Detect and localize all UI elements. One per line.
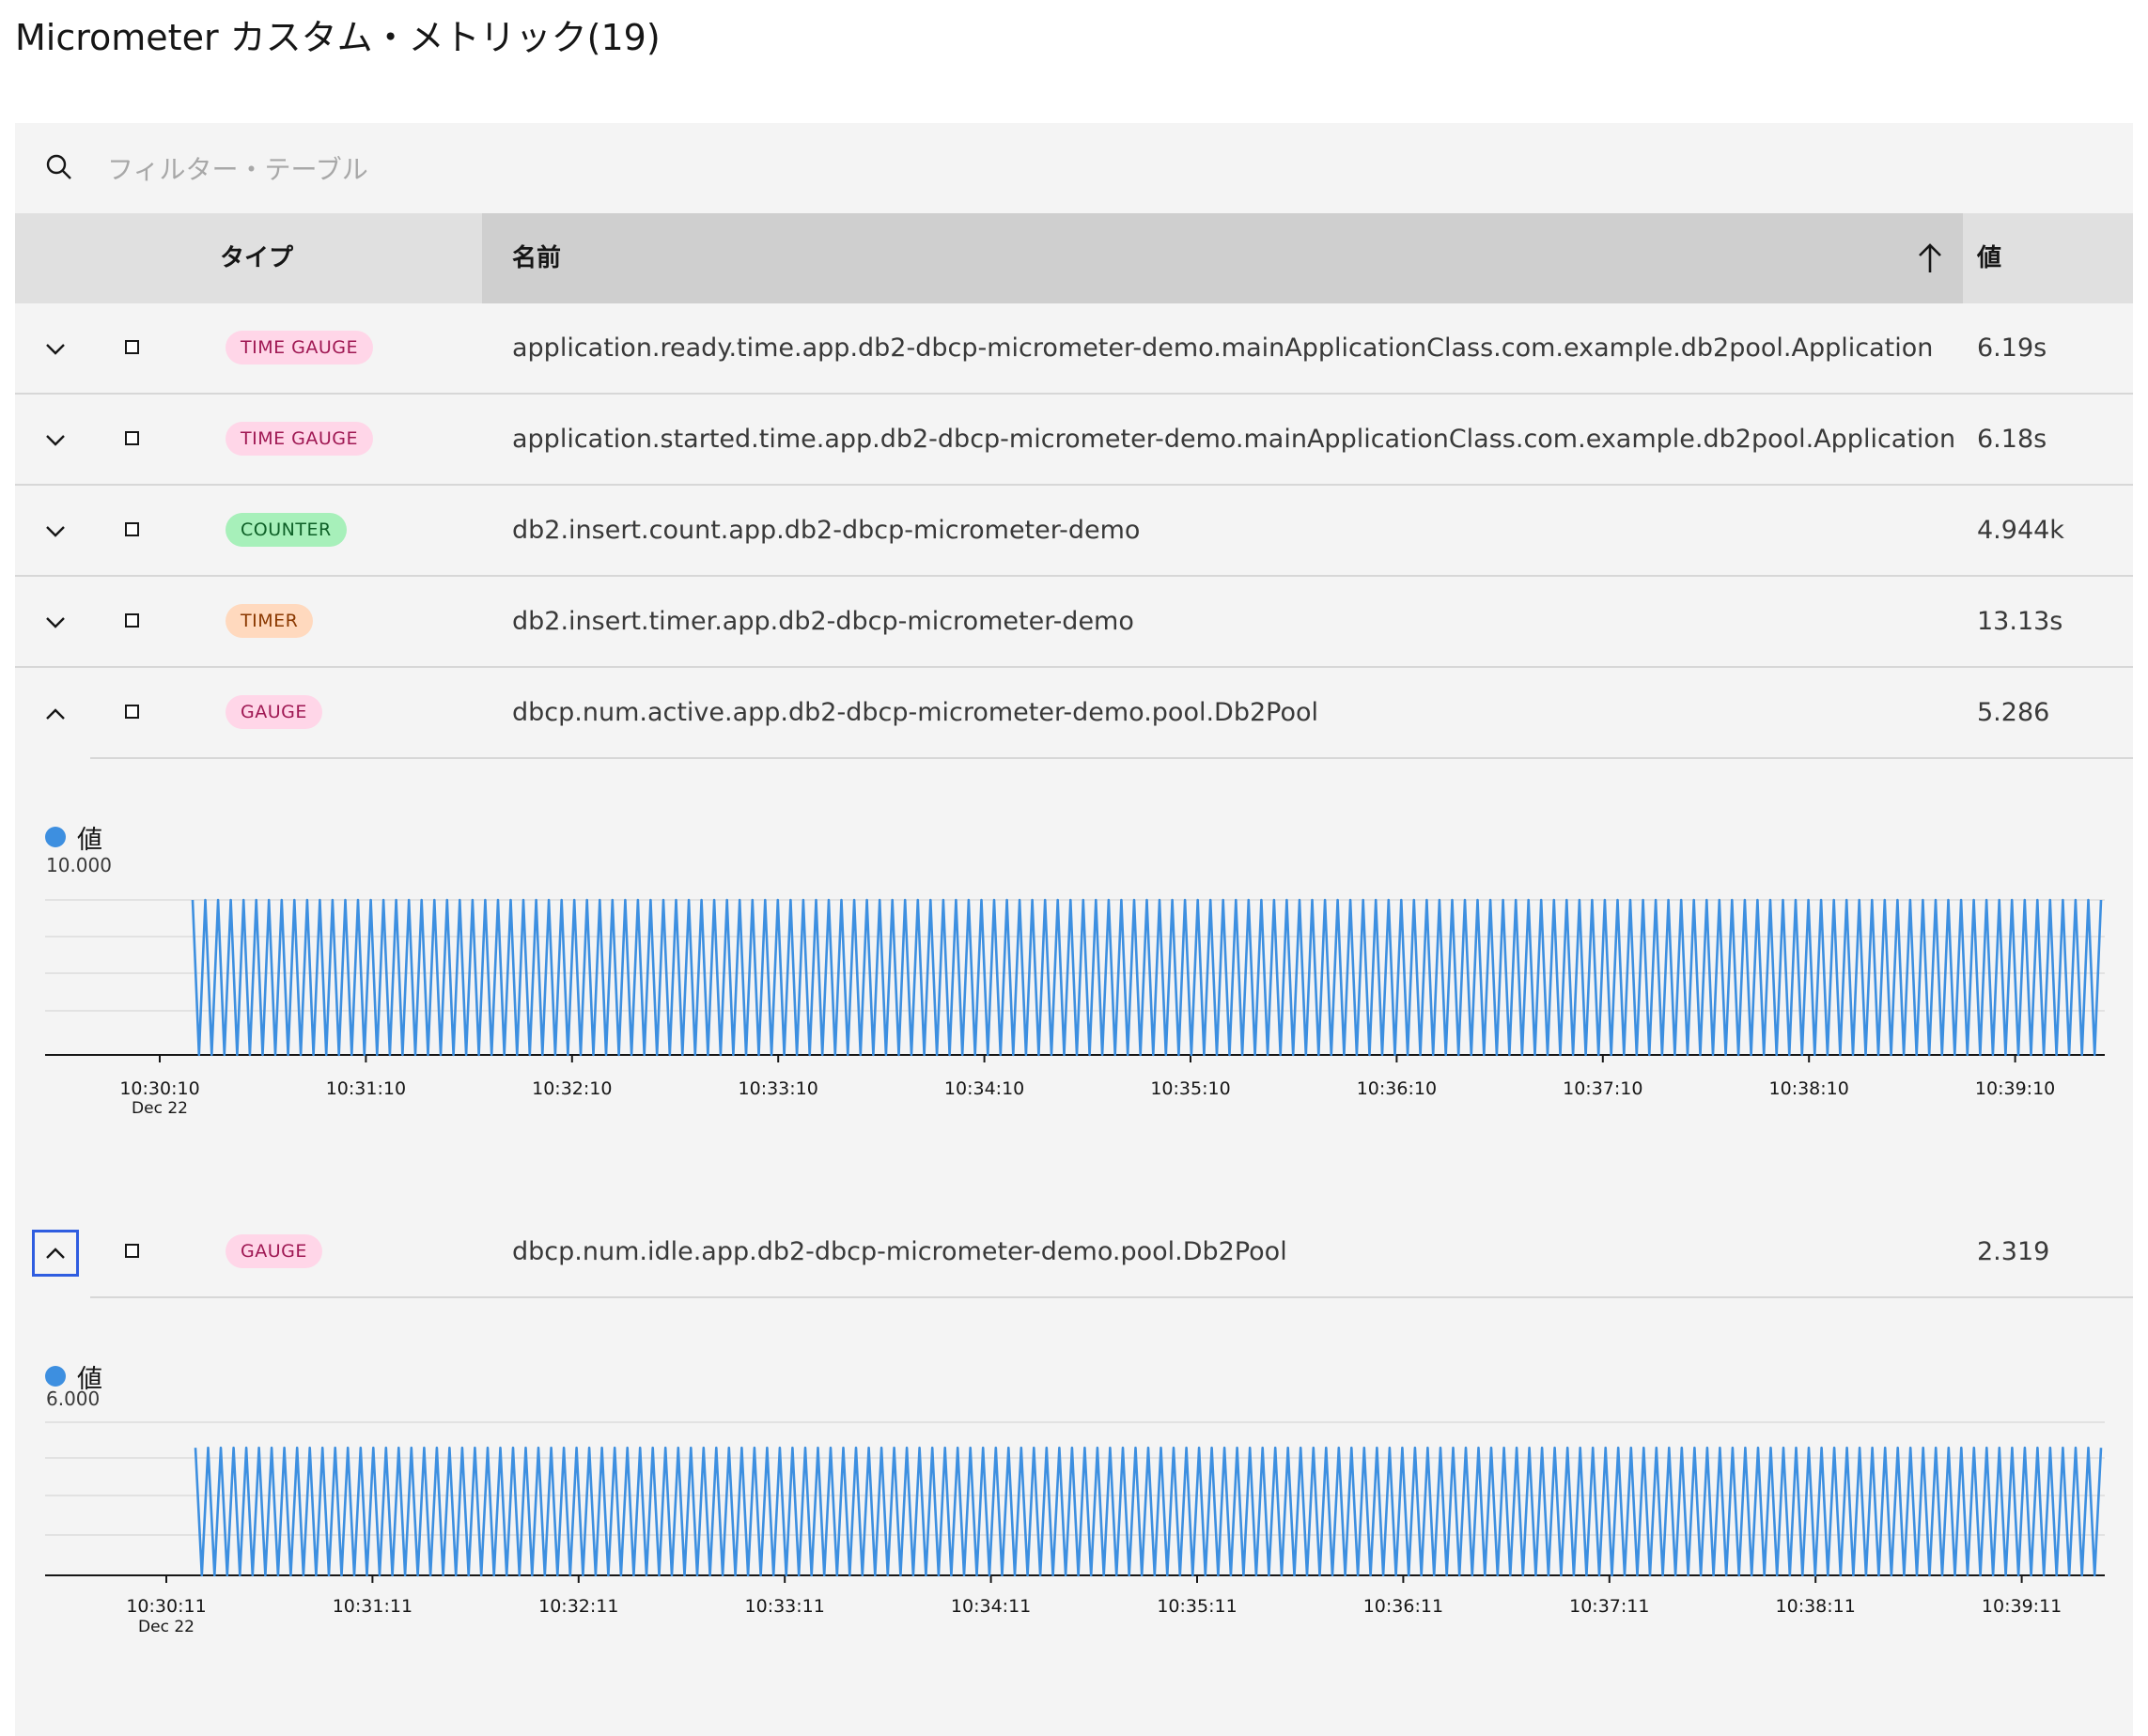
- chevron-up-icon: [46, 708, 65, 720]
- expand-row-button[interactable]: [32, 599, 79, 646]
- table-row[interactable]: TIME GAUGE application.ready.time.app.db…: [15, 303, 2133, 395]
- row-checkbox[interactable]: [125, 613, 139, 628]
- search-icon: [46, 154, 71, 179]
- line-chart-idle: 6.000 10:30:11 10:31:11 10:32:11 10:33:11 10:…: [45, 1387, 2105, 1636]
- chevron-down-icon: [46, 617, 65, 628]
- sort-ascending-icon[interactable]: [1916, 241, 1944, 275]
- row-divider: [90, 757, 2133, 759]
- column-header-name-label: 名前: [512, 244, 562, 272]
- x-tick-label: 10:32:10: [532, 1078, 612, 1099]
- chart-legend: 値: [45, 1360, 102, 1394]
- x-tick-label: 10:38:11: [1776, 1596, 1856, 1617]
- x-tick-label: 10:39:10: [1975, 1078, 2055, 1099]
- y-tick-label: 10.000: [46, 854, 112, 876]
- row-divider: [90, 1296, 2133, 1298]
- metric-name: db2.insert.timer.app.db2-dbcp-micrometer…: [512, 607, 1134, 636]
- metric-name: dbcp.num.active.app.db2-dbcp-micrometer-…: [512, 698, 1319, 727]
- x-tick-label: 10:36:10: [1357, 1078, 1437, 1099]
- x-tick-sublabel: Dec 22: [138, 1618, 195, 1636]
- column-header-type[interactable]: タイプ: [220, 244, 294, 272]
- metric-name: dbcp.num.idle.app.db2-dbcp-micrometer-de…: [512, 1237, 1287, 1266]
- metric-value: 5.286: [1977, 698, 2050, 727]
- table-row[interactable]: TIMER db2.insert.timer.app.db2-dbcp-micr…: [15, 577, 2133, 668]
- x-tick-label: 10:33:10: [739, 1078, 818, 1099]
- row-checkbox[interactable]: [125, 1244, 139, 1258]
- table-row[interactable]: TIME GAUGE application.started.time.app.…: [15, 395, 2133, 486]
- table-search: [15, 123, 2133, 213]
- collapse-row-button[interactable]: [32, 1230, 79, 1277]
- metric-name: db2.insert.count.app.db2-dbcp-micrometer…: [512, 516, 1141, 545]
- table-row[interactable]: COUNTER db2.insert.count.app.db2-dbcp-mi…: [15, 486, 2133, 577]
- expanded-chart-idle: 値 6.000 10:30:11 10:31:11 10:32:11 10:33:11 1…: [15, 1298, 2133, 1736]
- x-tick-label: 10:34:11: [951, 1596, 1031, 1617]
- chart-legend: 値: [45, 821, 102, 855]
- series-line: [194, 1446, 2103, 1577]
- type-tag: TIMER: [226, 604, 314, 638]
- x-tick-label: 10:38:10: [1769, 1078, 1849, 1099]
- metric-name: application.ready.time.app.db2-dbcp-micr…: [512, 333, 1934, 363]
- series-line: [191, 898, 2103, 1057]
- line-chart-active: 10.000 10:30:10 10:31:10 10:32:10 10:33:10 10…: [45, 854, 2105, 1118]
- x-tick-label: 10:35:11: [1157, 1596, 1237, 1617]
- x-tick-label: 10:31:11: [333, 1596, 412, 1617]
- metrics-table-panel: タイプ 名前 値 TIME GAUGE application.ready.ti…: [15, 123, 2133, 1736]
- expand-row-button[interactable]: [32, 326, 79, 373]
- column-header-name[interactable]: 名前: [482, 213, 1963, 303]
- collapse-row-button[interactable]: [32, 690, 79, 737]
- expand-row-button[interactable]: [32, 417, 79, 464]
- x-tick-label: 10:30:11: [126, 1596, 206, 1617]
- y-tick-label: 6.000: [46, 1387, 100, 1410]
- chevron-up-icon: [46, 1248, 65, 1259]
- page-title: Micrometer カスタム・メトリック(19): [15, 17, 661, 58]
- x-tick-sublabel: Dec 22: [132, 1099, 188, 1118]
- column-header-value[interactable]: 値: [1977, 244, 2002, 272]
- x-tick-label: 10:37:11: [1569, 1596, 1649, 1617]
- metric-value: 6.18s: [1977, 425, 2047, 454]
- expand-row-button[interactable]: [32, 508, 79, 555]
- filter-table-input[interactable]: [105, 142, 1049, 196]
- expanded-chart-active: 値 10.000 10:30:10 10:31:10 10:32:10 10:33:10…: [15, 759, 2133, 1226]
- row-checkbox[interactable]: [125, 705, 139, 719]
- type-tag: COUNTER: [226, 513, 347, 547]
- x-tick-label: 10:36:11: [1363, 1596, 1443, 1617]
- type-tag: GAUGE: [226, 1234, 322, 1268]
- row-checkbox[interactable]: [125, 522, 139, 536]
- x-tick-label: 10:37:10: [1563, 1078, 1642, 1099]
- table-row[interactable]: GAUGE dbcp.num.idle.app.db2-dbcp-microme…: [15, 1207, 2133, 1298]
- x-tick-label: 10:30:10: [119, 1078, 199, 1099]
- metric-name: application.started.time.app.db2-dbcp-mi…: [512, 425, 1956, 454]
- x-tick-label: 10:31:10: [326, 1078, 406, 1099]
- x-tick-label: 10:34:10: [944, 1078, 1024, 1099]
- table-row[interactable]: GAUGE dbcp.num.active.app.db2-dbcp-micro…: [15, 668, 2133, 759]
- metric-value: 2.319: [1977, 1237, 2050, 1266]
- type-tag: TIME GAUGE: [226, 331, 374, 364]
- x-tick-label: 10:32:11: [538, 1596, 618, 1617]
- legend-swatch: [45, 827, 66, 847]
- chevron-down-icon: [46, 526, 65, 537]
- row-checkbox[interactable]: [125, 431, 139, 445]
- metric-value: 4.944k: [1977, 516, 2064, 545]
- legend-label: 値: [77, 825, 102, 855]
- legend-swatch: [45, 1366, 66, 1387]
- x-tick-label: 10:33:11: [745, 1596, 825, 1617]
- metric-value: 13.13s: [1977, 607, 2063, 636]
- type-tag: TIME GAUGE: [226, 422, 374, 456]
- x-tick-label: 10:39:11: [1982, 1596, 2062, 1617]
- x-tick-label: 10:35:10: [1150, 1078, 1230, 1099]
- metric-value: 6.19s: [1977, 333, 2047, 363]
- legend-label: 値: [77, 1364, 102, 1394]
- table-header: タイプ 名前 値: [15, 213, 2133, 303]
- chevron-down-icon: [46, 344, 65, 355]
- row-checkbox[interactable]: [125, 340, 139, 354]
- type-tag: GAUGE: [226, 695, 322, 729]
- chevron-down-icon: [46, 435, 65, 446]
